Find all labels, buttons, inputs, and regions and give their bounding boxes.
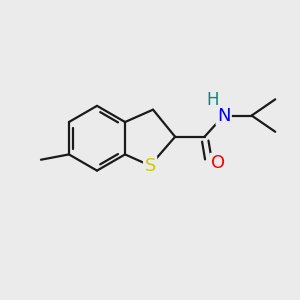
Text: S: S [144,157,156,175]
Text: N: N [217,106,230,124]
Text: O: O [211,154,225,172]
Text: H: H [206,91,219,109]
